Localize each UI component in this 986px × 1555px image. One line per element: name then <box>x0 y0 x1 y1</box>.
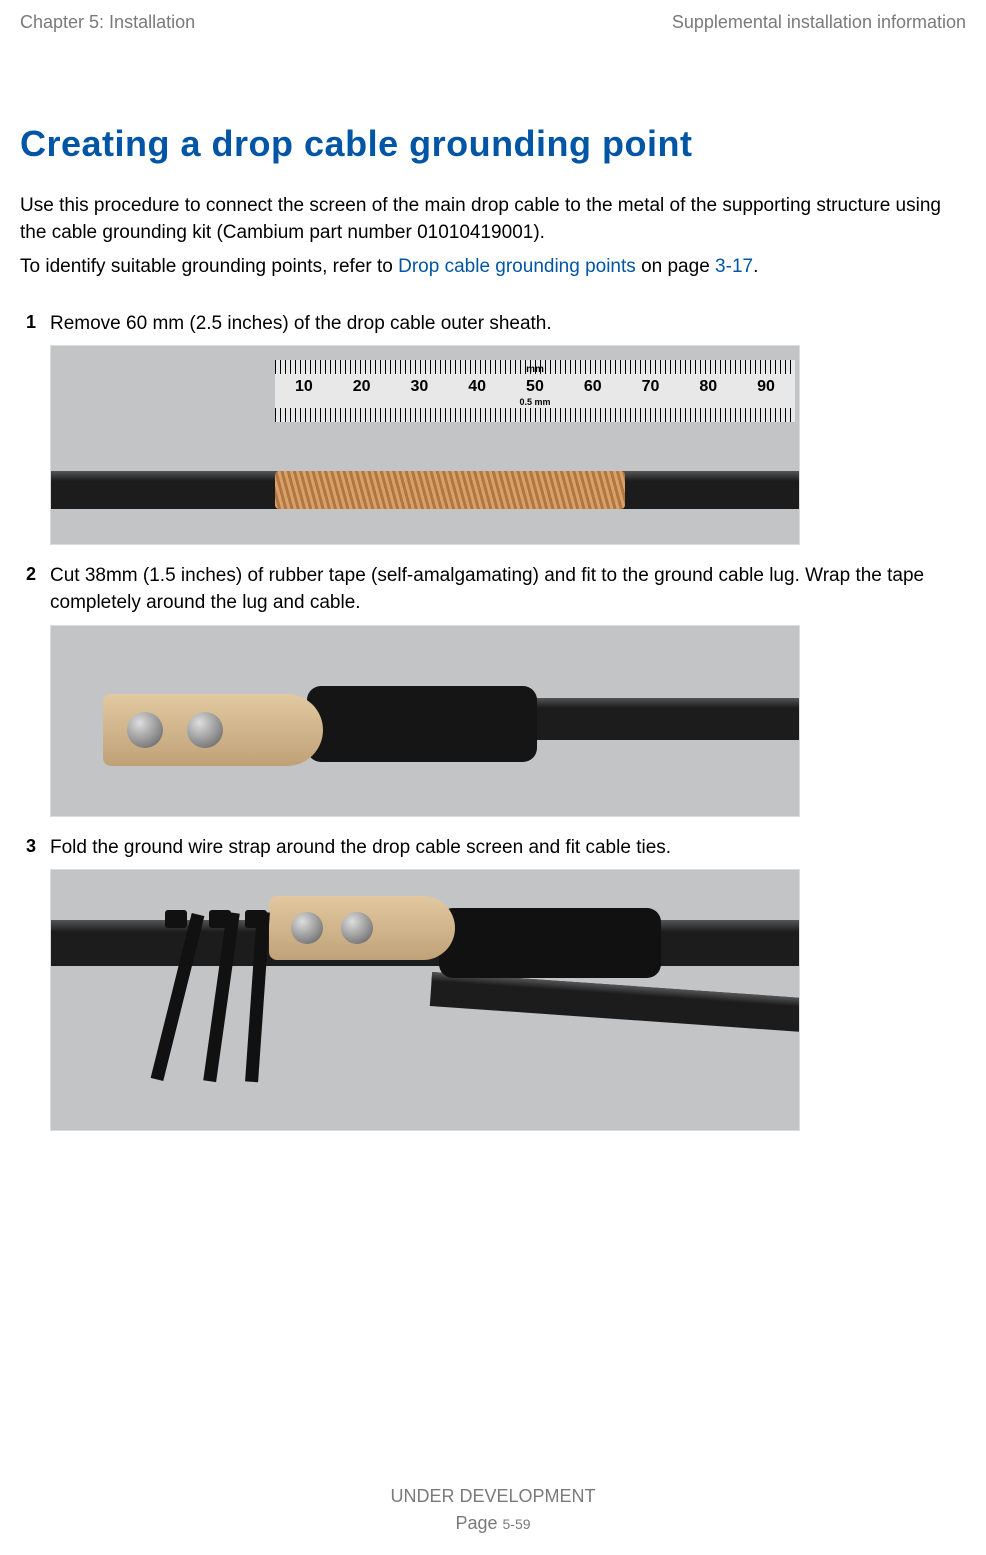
page-header: Chapter 5: Installation Supplemental ins… <box>20 12 966 33</box>
cable-graphic <box>531 698 800 740</box>
procedure-steps: 1 Remove 60 mm (2.5 inches) of the drop … <box>20 311 966 1131</box>
lug-bolt-graphic <box>187 712 223 748</box>
lug-bolt-graphic <box>341 912 373 944</box>
step-text: Cut 38mm (1.5 inches) of rubber tape (se… <box>50 563 966 616</box>
ruler-mm-label: mm <box>526 363 544 377</box>
intro-text-c: . <box>753 256 758 277</box>
figure-2-lug-tape <box>50 625 800 817</box>
lug-bolt-graphic <box>127 712 163 748</box>
ruler-graphic: mm 10 20 30 40 50 60 70 80 90 0.5 mm <box>275 360 795 422</box>
ruler-num: 90 <box>757 376 775 398</box>
ground-lug-graphic <box>269 896 455 960</box>
ruler-num: 40 <box>468 376 486 398</box>
footer-page-label: Page <box>455 1513 502 1533</box>
ruler-num: 20 <box>353 376 371 398</box>
ground-lug-graphic <box>103 694 323 766</box>
step-text: Remove 60 mm (2.5 inches) of the drop ca… <box>50 311 966 338</box>
step-number: 3 <box>20 835 50 1132</box>
page-ref-link[interactable]: 3-17 <box>715 256 753 277</box>
ruler-num: 10 <box>295 376 313 398</box>
step-number: 2 <box>20 563 50 816</box>
step-1: 1 Remove 60 mm (2.5 inches) of the drop … <box>20 311 966 546</box>
figure-3-strap-ties <box>50 869 800 1131</box>
drop-cable-grounding-points-link[interactable]: Drop cable grounding points <box>398 256 636 277</box>
ruler-num: 70 <box>642 376 660 398</box>
ruler-num: 60 <box>584 376 602 398</box>
figure-1-stripped-cable: mm 10 20 30 40 50 60 70 80 90 0.5 mm <box>50 345 800 545</box>
rubber-tape-graphic <box>307 686 537 762</box>
intro-text-b: on page <box>636 256 715 277</box>
intro-text-a: To identify suitable grounding points, r… <box>20 256 398 277</box>
header-section: Supplemental installation information <box>672 12 966 33</box>
ruler-num: 30 <box>411 376 429 398</box>
cable-tie-head-graphic <box>165 910 187 928</box>
page-footer: UNDER DEVELOPMENT Page 5-59 <box>0 1483 986 1537</box>
rubber-tape-graphic <box>439 908 661 978</box>
header-chapter: Chapter 5: Installation <box>20 12 195 33</box>
footer-page-number: 5-59 <box>503 1516 531 1532</box>
ruler-num: 80 <box>699 376 717 398</box>
step-text: Fold the ground wire strap around the dr… <box>50 835 966 862</box>
step-number: 1 <box>20 311 50 546</box>
ground-wire-graphic <box>430 972 800 1032</box>
step-3: 3 Fold the ground wire strap around the … <box>20 835 966 1132</box>
intro-paragraph-2: To identify suitable grounding points, r… <box>20 254 966 281</box>
ruler-half-label: 0.5 mm <box>519 396 550 409</box>
step-2: 2 Cut 38mm (1.5 inches) of rubber tape (… <box>20 563 966 816</box>
intro-paragraph-1: Use this procedure to connect the screen… <box>20 193 966 246</box>
lug-bolt-graphic <box>291 912 323 944</box>
exposed-braid-graphic <box>275 471 625 509</box>
footer-status: UNDER DEVELOPMENT <box>0 1483 986 1510</box>
page-title: Creating a drop cable grounding point <box>20 123 966 165</box>
